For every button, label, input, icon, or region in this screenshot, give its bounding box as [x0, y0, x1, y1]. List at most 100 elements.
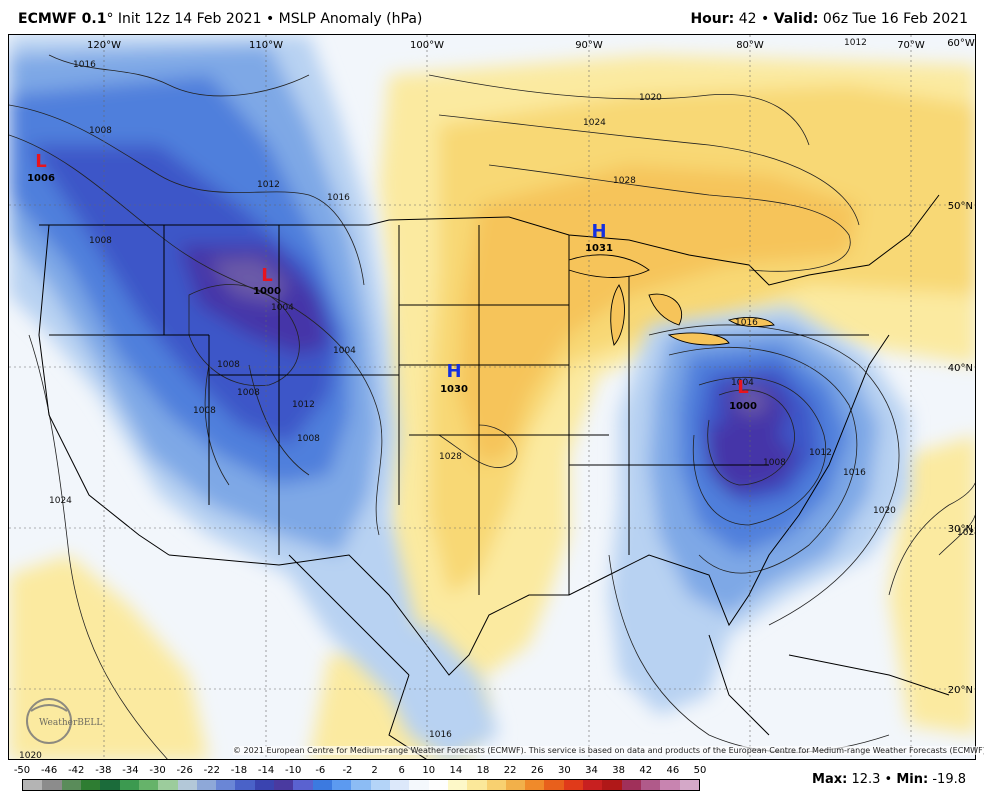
- bullet-separator: •: [265, 11, 275, 27]
- colorbar-tick-label: -30: [149, 765, 166, 776]
- high-pressure-center-great-lakes: H 1031: [585, 221, 613, 254]
- isobar-label: 1020: [639, 93, 662, 103]
- colorbar-swatch: [525, 780, 545, 790]
- min-value: -19.8: [932, 772, 966, 787]
- lat-label-20n: 20°N: [948, 685, 973, 696]
- isobar-1008-east: [692, 377, 826, 526]
- us-southern-coast: [168, 334, 890, 676]
- copyright-notice: © 2021 European Centre for Medium-range …: [233, 746, 984, 755]
- isobar-label: 1024: [583, 118, 606, 128]
- colorbar-swatch: [679, 780, 699, 790]
- high-symbol: H: [446, 361, 461, 382]
- isobar-label: 1020: [873, 506, 896, 516]
- model-name: ECMWF 0.1: [18, 11, 107, 27]
- isobar-label: 1016: [843, 468, 866, 478]
- colorbar-swatch: [370, 780, 390, 790]
- colorbar-swatch: [293, 780, 313, 790]
- low-value: 1000: [729, 401, 757, 412]
- isobar-label: 1012: [844, 38, 867, 48]
- valid-label: Valid:: [773, 11, 819, 27]
- min-label: Min:: [896, 772, 929, 787]
- isobar-1024-north: [438, 114, 860, 226]
- isobar-label: 1024: [49, 496, 72, 506]
- colorbar-swatch: [389, 780, 410, 790]
- colorbar-tick-label: 30: [558, 765, 571, 776]
- lake-michigan: [610, 284, 625, 346]
- high-value: 1030: [440, 384, 468, 395]
- isobar-1012-west: [9, 104, 365, 286]
- isobar-label: 1008: [217, 360, 240, 370]
- colorbar-swatch: [61, 780, 81, 790]
- isobar-1016-west: [9, 134, 383, 536]
- colorbar-swatch: [332, 780, 352, 790]
- low-pressure-center-pacific-nw: L 1006: [27, 151, 55, 184]
- isobar-1008-basin-2: [248, 364, 310, 476]
- colorbar-tick-label: 38: [612, 765, 625, 776]
- high-pressure-center-plains: H 1030: [440, 361, 468, 395]
- colorbar-swatch: [235, 780, 255, 790]
- lon-label-110w: 110°W: [249, 40, 283, 51]
- colorbar-tick-label: -42: [68, 765, 85, 776]
- isobar-label: 1012: [257, 180, 280, 190]
- colorbar-swatch: [138, 780, 159, 790]
- isobar-label: 1016: [73, 60, 96, 70]
- low-value: 1000: [253, 286, 281, 297]
- isobar-label: 1008: [89, 126, 112, 136]
- low-symbol: L: [261, 265, 272, 286]
- init-time: Init 12z 14 Feb 2021: [117, 11, 262, 27]
- colorbar-swatch: [351, 780, 371, 790]
- lake-ontario: [727, 317, 775, 328]
- isobar-1012-east: [668, 346, 858, 574]
- colorbar-swatch: [467, 780, 487, 790]
- colorbar-tick-label: -18: [230, 765, 248, 776]
- bullet-separator-3: •: [884, 772, 893, 787]
- lat-label-40n: 40°N: [948, 363, 973, 374]
- isobar-label: 1016: [735, 318, 758, 328]
- isobar-label: 1008: [193, 406, 216, 416]
- colorbar-swatch: [660, 780, 680, 790]
- bullet-separator-2: •: [760, 11, 770, 27]
- isobar-labels: 1016 1008 1012 1016 1008 1004 1008 1008 …: [19, 38, 975, 760]
- isobar-label: 1004: [271, 303, 294, 313]
- header-bar: ECMWF 0.1° Init 12z 14 Feb 2021 • MSLP A…: [0, 0, 984, 34]
- isobar-label: 1004: [731, 378, 754, 388]
- colorbar-swatch: [563, 780, 584, 790]
- isobar-contours: [9, 54, 975, 759]
- colorbar-swatch: [583, 780, 603, 790]
- colorbar-tick-label: 2: [371, 765, 378, 776]
- weatherbell-logo: WeatherBELL: [26, 698, 102, 744]
- model-degree: °: [106, 11, 114, 27]
- low-symbol: L: [35, 151, 46, 172]
- isobar-1028-central: [438, 424, 518, 469]
- colorbar-swatch: [196, 780, 217, 790]
- colorbar-tick-label: 18: [476, 765, 490, 776]
- colorbar-tick-label: -14: [257, 765, 275, 776]
- map-title: ECMWF 0.1° Init 12z 14 Feb 2021 • MSLP A…: [18, 11, 422, 27]
- high-value: 1031: [585, 243, 613, 254]
- colorbar-tick-labels: -50 -46 -42 -38 -34 -30 -26 -22 -18 -14 -10 -6 -2 2 6 1…: [14, 765, 707, 777]
- colorbar-tick-label: 42: [639, 765, 653, 776]
- isobar-label: 1008: [763, 458, 786, 468]
- lon-label-100w: 100°W: [410, 40, 444, 51]
- low-pressure-center-mid-atlantic: L 1000: [729, 377, 757, 412]
- colorbar-swatch: [42, 780, 62, 790]
- political-boundaries: [38, 194, 950, 759]
- colorbar-swatch: [641, 780, 661, 790]
- field-name: MSLP Anomaly (hPa): [278, 11, 423, 27]
- colorbar-tick-label: 50: [693, 765, 707, 776]
- latitude-labels: 50°N 40°N 30°N 20°N: [948, 201, 973, 696]
- lake-erie: [667, 332, 730, 346]
- valid-value: 06z Tue 16 Feb 2021: [822, 11, 968, 27]
- colorbar-swatch: [254, 780, 275, 790]
- colorbar-swatches: [22, 779, 700, 791]
- isobar-1028-north: [488, 164, 851, 272]
- colorbar-tick-label: -6: [315, 765, 326, 776]
- max-label: Max:: [812, 772, 848, 787]
- isobar-label: 1020: [19, 751, 42, 760]
- isobar-label: 1008: [237, 388, 260, 398]
- low-value: 1006: [27, 173, 55, 184]
- logo-arc-icon: [30, 704, 68, 712]
- western-negative-anomaly: [9, 35, 499, 759]
- cuba-outline: [788, 654, 950, 696]
- isobar-label: 1008: [297, 434, 320, 444]
